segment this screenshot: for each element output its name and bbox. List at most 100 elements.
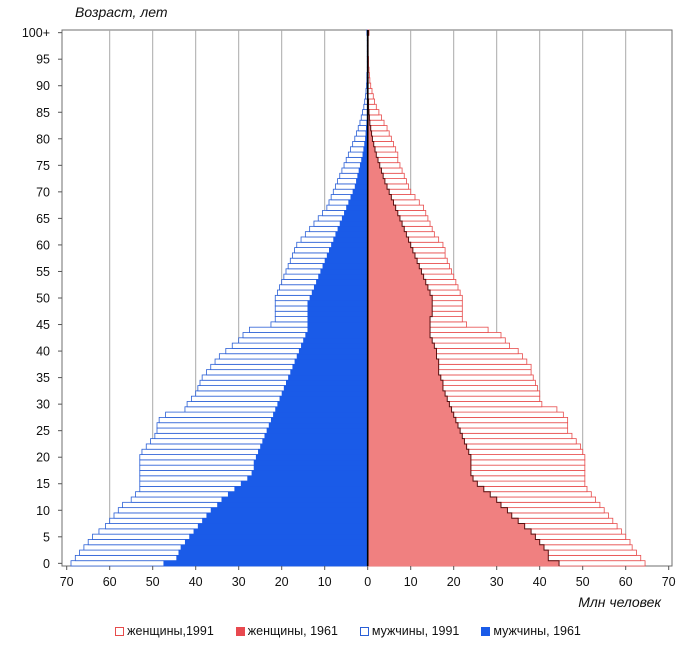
bar-men-1961 [180,544,368,551]
bar-men-1961 [307,305,368,312]
bar-men-1961 [184,539,368,546]
bar-men-1961 [294,358,368,365]
bar-women-1961 [367,459,471,466]
bar-women-1961 [367,289,431,296]
bar-women-1961 [367,549,549,556]
bar-men-1961 [264,433,368,439]
bar-women-1961 [367,528,532,535]
bar-men-1961 [307,300,368,307]
bar-men-1961 [296,353,368,360]
bar-women-1961 [367,337,433,344]
y-tick-label: 70 [36,185,50,199]
y-tick-label: 100+ [22,26,50,40]
y-tick-label: 55 [36,265,50,279]
bar-women-1961 [367,141,374,148]
bar-men-1961 [303,337,368,344]
bar-men-1961 [335,231,368,238]
bar-women-1961 [367,135,373,142]
x-tick-label: 10 [404,575,418,589]
bar-men-1961 [286,379,368,386]
y-tick-label: 65 [36,212,50,226]
bar-men-1961 [189,533,368,540]
bar-men-1961 [339,220,368,227]
y-axis-title: Возраст, лет [75,4,168,20]
x-axis-ticks: 70 60 50 40 30 20 10 0 10 20 30 40 50 60 70 [60,566,676,589]
bar-men-1961 [210,507,368,514]
bar-women-1961 [367,310,433,317]
bar-men-1961 [320,268,368,275]
bar-women-1961 [367,125,371,132]
bar-men-1961 [365,135,368,142]
bar-men-1961 [316,279,368,286]
legend-label-women-1991: женщины,1991 [127,624,214,638]
y-axis-ticks: 0 5 10 15 20 25 30 35 40 45 50 55 60 65 70 75 80 85 90 95 10… [22,26,62,571]
bar-men-1961 [275,406,368,413]
bars [70,29,646,567]
x-tick-label: 20 [447,575,461,589]
bar-men-1961 [221,496,368,503]
bar-men-1991 [360,114,369,121]
bar-women-1961 [367,555,549,561]
bar-women-1961 [367,512,512,519]
bar-women-1961 [367,364,439,370]
y-tick-label: 40 [36,345,50,359]
bar-men-1961 [260,443,368,450]
bar-men-1961 [305,332,368,339]
y-tick-label: 45 [36,318,50,332]
x-tick-label: 30 [232,575,246,589]
bar-men-1961 [365,125,368,132]
bar-men-1961 [270,417,368,424]
bar-women-1961 [367,300,433,307]
x-tick-label: 50 [146,575,160,589]
bar-men-1961 [348,199,368,206]
bar-women-1961 [367,454,471,461]
bar-women-1961 [367,374,441,381]
bar-men-1961 [253,459,368,466]
x-tick-label: 10 [318,575,332,589]
bar-women-1961 [367,348,437,355]
bar-women-1961 [367,560,560,567]
y-tick-label: 30 [36,398,50,412]
bar-women-1961 [367,305,433,312]
y-tick-label: 95 [36,53,50,67]
x-tick-label: 60 [619,575,633,589]
bar-women-1961 [367,204,396,211]
bar-women-1961 [367,210,398,217]
bar-men-1961 [313,284,368,291]
bar-women-1961 [367,401,450,408]
bar-women-1961 [367,438,465,445]
bar-men-1961 [283,385,368,392]
bar-men-1961 [365,130,368,137]
bar-women-1961 [367,247,413,254]
y-tick-label: 50 [36,292,50,306]
y-tick-label: 80 [36,132,50,146]
bar-men-1961 [176,555,368,561]
bar-men-1961 [288,374,368,381]
bar-women-1961 [367,114,370,121]
bar-women-1961 [367,241,411,248]
bar-women-1961 [367,151,377,158]
bar-women-1961 [367,406,452,413]
bar-men-1961 [290,369,368,376]
bar-women-1961 [367,130,372,137]
bar-men-1961 [301,342,368,349]
bar-women-1961 [367,342,435,349]
bar-women-1961 [367,496,497,503]
bar-women-1961 [367,539,540,546]
legend-item-men-1961: мужчины, 1961 [481,624,581,638]
bar-women-1961 [367,188,390,195]
bar-women-1961 [367,157,379,163]
bar-men-1961 [361,157,368,163]
x-tick-label: 40 [533,575,547,589]
x-tick-label: 70 [662,575,676,589]
legend-label-men-1991: мужчины, 1991 [371,624,460,638]
bar-women-1961 [367,385,443,392]
bar-women-1961 [367,517,519,524]
bar-men-1961 [258,448,368,455]
y-tick-label: 10 [36,504,50,518]
bar-women-1961 [367,544,544,551]
bar-men-1961 [318,273,368,280]
bar-women-1961 [367,284,428,291]
legend-swatch-women-1991 [115,626,125,636]
